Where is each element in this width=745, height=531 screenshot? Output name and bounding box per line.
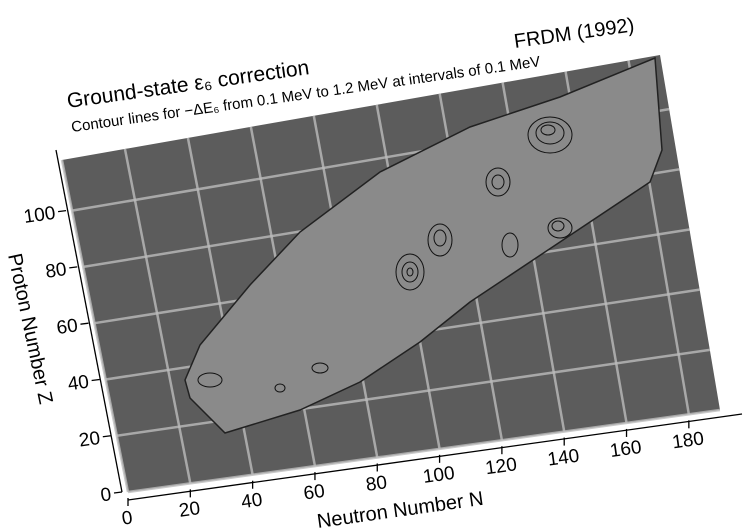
y-axis bbox=[55, 149, 123, 493]
y-tick-label: 40 bbox=[66, 372, 90, 396]
x-tick-label: 20 bbox=[178, 498, 202, 522]
x-tick-label: 80 bbox=[365, 472, 389, 496]
x-axis-label: Neutron Number N bbox=[316, 488, 485, 531]
x-tick-label: 140 bbox=[546, 446, 580, 471]
y-tick bbox=[80, 322, 89, 325]
x-tick-label: 40 bbox=[240, 489, 264, 513]
x-tick-label: 100 bbox=[422, 463, 456, 488]
x-tick-label: 0 bbox=[121, 507, 134, 529]
x-tick-label: 60 bbox=[302, 481, 326, 505]
y-tick-label: 100 bbox=[22, 203, 56, 228]
y-tick-label: 0 bbox=[99, 484, 112, 506]
y-tick bbox=[113, 491, 123, 494]
y-tick bbox=[91, 378, 100, 382]
grid-line bbox=[127, 408, 721, 494]
y-tick bbox=[102, 435, 111, 438]
y-tick-label: 20 bbox=[78, 428, 102, 452]
y-tick-label: 60 bbox=[55, 315, 79, 339]
annotation: FRDM (1992) bbox=[513, 14, 636, 53]
axes: 0 20 40 60 80 100 120 140 160 180 0 20 40 60 80 100 bbox=[22, 149, 743, 530]
x-tick-label: 120 bbox=[484, 454, 518, 479]
y-tick-label: 80 bbox=[44, 259, 68, 283]
y-tick bbox=[69, 266, 78, 269]
y-tick bbox=[57, 209, 67, 213]
x-tick-label: 180 bbox=[671, 428, 705, 453]
x-axis bbox=[127, 413, 743, 501]
contours bbox=[197, 116, 573, 393]
x-tick-label: 160 bbox=[609, 437, 643, 462]
